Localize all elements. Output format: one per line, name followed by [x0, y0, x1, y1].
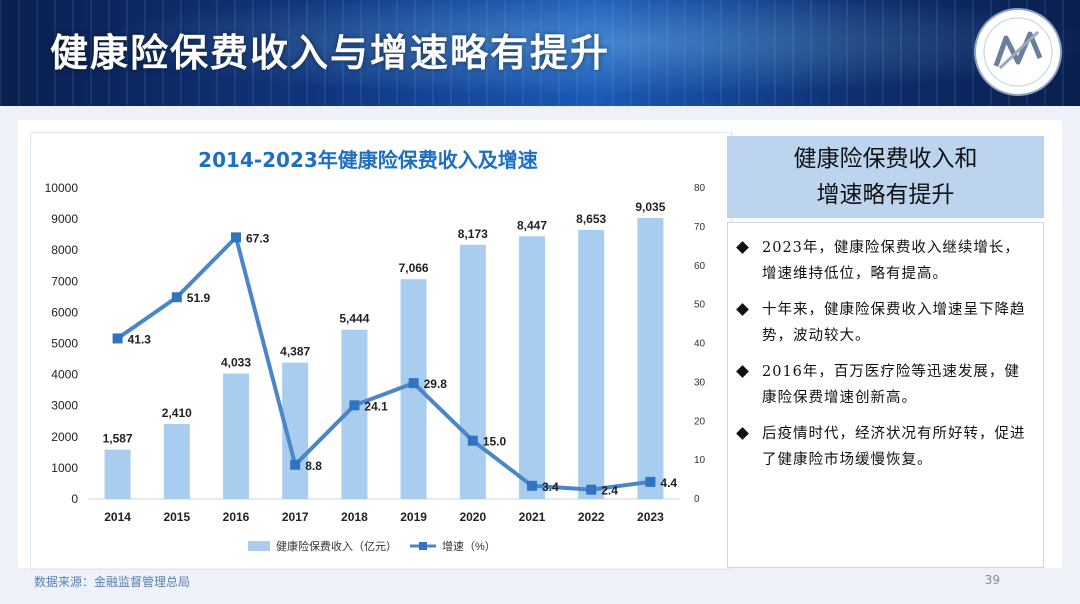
line-data-label: 41.3	[128, 332, 152, 346]
bullet-text: 十年来，健康险保费收入增速呈下降趋势，波动较大。	[762, 302, 1026, 344]
y-left-tick-label: 0	[71, 492, 78, 506]
line-point	[467, 435, 478, 446]
y-right-tick-label: 50	[694, 300, 706, 311]
x-tick-label: 2022	[578, 510, 605, 524]
bullet-item: 后疫情时代，经济状况有所好转，促进了健康险市场缓慢恢复。	[728, 421, 1043, 473]
side-heading-line2: 增速略有提升	[816, 182, 955, 208]
legend-line-label: 增速（%）	[442, 539, 496, 553]
diamond-bullet-icon	[736, 365, 749, 378]
y-left-tick-label: 3000	[51, 399, 78, 413]
line-data-label: 24.1	[364, 399, 388, 413]
line-point	[112, 333, 123, 344]
y-right-tick-label: 40	[694, 339, 706, 350]
x-tick-label: 2014	[104, 510, 131, 524]
bar	[459, 244, 486, 499]
y-right-tick-label: 70	[694, 222, 706, 233]
y-right-tick-label: 20	[694, 416, 706, 427]
organization-logo-icon	[974, 8, 1062, 96]
side-panel-body: 2023年，健康险保费收入继续增长，增速维持低位，略有提高。 十年来，健康险保费…	[727, 222, 1044, 568]
diamond-bullet-icon	[736, 427, 749, 440]
line-point	[408, 378, 419, 389]
line-point	[527, 480, 537, 491]
bar	[104, 449, 131, 499]
y-right-tick-label: 0	[694, 494, 700, 505]
growth-line	[116, 235, 651, 492]
y-left-tick-label: 6000	[51, 305, 78, 319]
line-data-label: 15.0	[483, 435, 507, 449]
bar-data-label: 5,444	[339, 312, 369, 326]
y-left-tick-label: 5000	[51, 337, 78, 351]
line-data-label: 67.3	[246, 231, 270, 245]
bullet-text: 后疫情时代，经济状况有所好转，促进了健康险市场缓慢恢复。	[762, 426, 1026, 468]
bar	[578, 229, 605, 499]
bullet-text: 2016年，百万医疗险等迅速发展，健康险保费增速创新高。	[762, 364, 1020, 406]
diamond-bullet-icon	[736, 241, 749, 254]
y-left-tick-label: 7000	[51, 274, 78, 288]
x-tick-label: 2023	[637, 510, 664, 524]
diamond-bullet-icon	[736, 303, 749, 316]
y-left-tick-label: 4000	[51, 368, 78, 382]
bullet-item: 十年来，健康险保费收入增速呈下降趋势，波动较大。	[728, 297, 1043, 349]
bullet-item: 2023年，健康险保费收入继续增长，增速维持低位，略有提高。	[728, 235, 1043, 287]
y-right-tick-label: 10	[694, 455, 706, 466]
bar-data-label: 8,447	[517, 218, 547, 232]
bar-data-label: 4,387	[280, 345, 310, 359]
legend-bar-swatch	[248, 541, 270, 551]
line-point	[171, 292, 182, 303]
bar-data-label: 8,173	[458, 227, 488, 241]
y-left-tick-label: 8000	[51, 243, 78, 257]
line-data-label: 51.9	[187, 291, 211, 305]
line-data-label: 8.8	[305, 459, 322, 473]
x-tick-label: 2020	[459, 510, 486, 524]
side-heading-line1: 健康险保费收入和	[793, 146, 978, 172]
legend-line-marker	[419, 542, 427, 550]
bar-data-label: 4,033	[221, 356, 251, 370]
line-point	[290, 459, 301, 470]
x-tick-label: 2021	[519, 510, 546, 524]
page-number: 39	[984, 573, 1000, 587]
bar-data-label: 9,035	[635, 200, 665, 214]
y-left-tick-label: 2000	[51, 430, 78, 444]
bar	[637, 218, 664, 499]
data-source-note: 数据来源：金融监督管理总局	[34, 575, 191, 589]
line-data-label: 29.8	[424, 377, 448, 391]
header-banner: 健康险保费收入与增速略有提升	[0, 0, 1080, 106]
x-tick-label: 2015	[163, 510, 190, 524]
bar-data-label: 1,587	[103, 432, 133, 446]
y-right-tick-label: 80	[694, 183, 706, 194]
line-data-label: 3.4	[542, 480, 559, 494]
bar-data-label: 2,410	[162, 406, 192, 420]
bar	[163, 424, 190, 499]
y-right-tick-label: 30	[694, 377, 706, 388]
y-left-tick-label: 1000	[51, 461, 78, 475]
y-right-tick-label: 60	[694, 261, 706, 272]
chart-title: 2014-2023年健康险保费收入及增速	[198, 148, 538, 172]
x-tick-label: 2016	[223, 510, 250, 524]
bullet-item: 2016年，百万医疗险等迅速发展，健康险保费增速创新高。	[728, 359, 1043, 411]
x-tick-label: 2018	[341, 510, 368, 524]
x-tick-label: 2019	[400, 510, 427, 524]
y-left-tick-label: 9000	[51, 212, 78, 226]
bullet-text: 2023年，健康险保费收入继续增长，增速维持低位，略有提高。	[762, 240, 1020, 282]
x-tick-label: 2017	[282, 510, 309, 524]
line-point	[349, 400, 360, 411]
legend-bar-label: 健康险保费收入（亿元）	[276, 539, 397, 553]
line-point	[645, 476, 656, 487]
page-title: 健康险保费收入与增速略有提升	[50, 31, 611, 75]
bar-data-label: 8,653	[576, 212, 606, 226]
line-data-label: 2.4	[601, 484, 618, 498]
side-panel-heading: 健康险保费收入和 增速略有提升	[727, 136, 1044, 218]
line-point	[586, 484, 597, 495]
bar	[223, 373, 249, 499]
bar-data-label: 7,066	[399, 261, 429, 275]
y-left-tick-label: 10000	[45, 181, 79, 195]
header-background	[0, 0, 1080, 106]
line-point	[231, 232, 241, 243]
bar	[519, 236, 545, 500]
line-data-label: 4.4	[660, 476, 677, 490]
